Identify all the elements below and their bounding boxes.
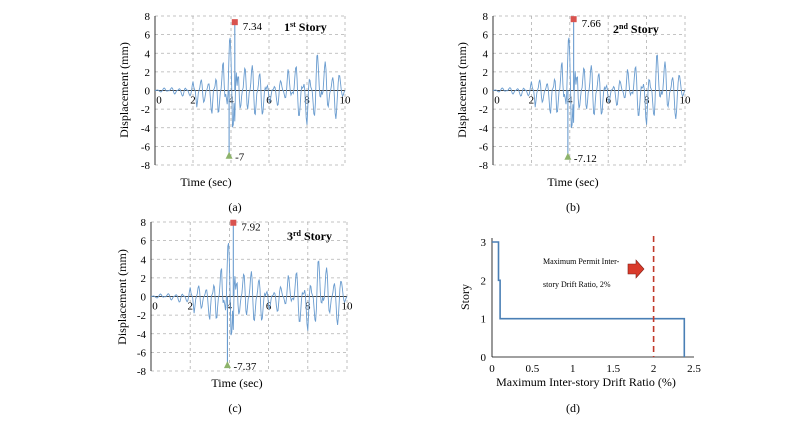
panel-label-d: (d) (566, 401, 580, 415)
xlabel-b: Time (sec) (547, 175, 598, 189)
y-tick-label: 8 (145, 11, 151, 23)
xlabel-c: Time (sec) (211, 376, 262, 390)
x-tick-label: 8 (644, 95, 650, 107)
min-marker (223, 361, 231, 369)
arrow-right-icon (627, 259, 645, 279)
x-tick-label: 0 (152, 301, 158, 313)
y-tick-label: 8 (141, 217, 147, 229)
x-tick-label: 10 (342, 301, 354, 313)
max-marker (570, 16, 577, 23)
max-marker (230, 219, 237, 226)
plot-area-d: 3 2 1 00 0.5 1 1.5 2 2.5 (481, 236, 701, 375)
panel-label-c: (c) (228, 401, 241, 415)
x-tick-label: 4 (567, 95, 573, 107)
y-tick-label: 4 (145, 48, 151, 60)
x-tick-label: 10 (680, 95, 692, 107)
x-tick-label: 0 (494, 95, 500, 107)
x-tick-label: 0 (156, 95, 162, 107)
min-label: -7.37 (233, 361, 256, 373)
max-label: 7.66 (582, 18, 602, 30)
y-tick-label: 6 (145, 30, 151, 42)
xlabel-d: Maximum Inter-story Drift Ratio (%) (496, 375, 676, 389)
y-tick-label: -8 (479, 160, 489, 172)
y-tick-label: -6 (141, 141, 151, 153)
max-marker (231, 19, 238, 26)
min-marker (564, 152, 572, 160)
y-tick-label: 0 (483, 86, 489, 98)
y-tick-label: 3 (481, 237, 487, 249)
y-tick-label: 4 (141, 254, 147, 266)
y-tick-label: -2 (137, 310, 146, 322)
min-label: -7 (235, 152, 245, 164)
y-tick-label: 1 (481, 314, 487, 326)
x-tick-label: 2 (190, 95, 196, 107)
y-tick-label: -2 (141, 104, 150, 116)
y-tick-label: 0 (481, 352, 487, 364)
x-tick-label: 2 (529, 95, 535, 107)
min-marker (225, 151, 233, 159)
y-tick-label: -6 (479, 141, 489, 153)
y-tick-label: -8 (137, 366, 147, 378)
story-label-c: 3rd Story (287, 229, 332, 243)
ylabel-a: Displacement (mm) (117, 42, 131, 138)
limit-label-line-2: story Drift Ratio, 2% (543, 280, 611, 289)
x-tick-label: 2 (651, 363, 657, 375)
y-tick-label: 4 (483, 48, 489, 60)
y-tick-label: 2 (141, 273, 147, 285)
y-tick-label: -8 (141, 160, 151, 172)
y-tick-label: -6 (137, 347, 147, 359)
y-tick-label: -2 (479, 104, 488, 116)
series-line (150, 242, 348, 336)
story-label-b: 2nd Story (613, 22, 659, 36)
x-tick-label: 10 (340, 95, 352, 107)
panel-d: 3 2 1 00 0.5 1 1.5 2 2.5 Maximum Inter-story Dri… (458, 236, 701, 415)
x-tick-label: 0 (489, 363, 495, 375)
story-label-a: 1st Story (284, 20, 327, 34)
x-tick-label: 8 (304, 95, 310, 107)
y-tick-label: 6 (141, 236, 147, 248)
y-tick-label: -4 (479, 123, 489, 135)
ylabel-b: Displacement (mm) (455, 42, 469, 138)
y-tick-label: 8 (483, 11, 489, 23)
x-tick-label: 4 (227, 301, 233, 313)
limit-label-line-1: Maximum Permit Inter- (543, 257, 620, 266)
y-tick-label: -4 (137, 329, 147, 341)
y-tick-label: 2 (481, 275, 487, 287)
x-tick-label: 8 (305, 301, 311, 313)
x-tick-label: 0.5 (526, 363, 540, 375)
xlabel-a: Time (sec) (180, 175, 231, 189)
y-tick-label: 6 (483, 30, 489, 42)
y-tick-label: 0 (141, 292, 147, 304)
max-label: 7.34 (243, 21, 263, 33)
panel-label-a: (a) (228, 200, 241, 214)
min-label: -7.12 (574, 153, 597, 165)
x-tick-label: 1.5 (606, 363, 620, 375)
y-tick-label: 0 (145, 86, 151, 98)
drift-profile-line (492, 241, 686, 357)
series-line (154, 37, 346, 128)
ylabel-d: Story (458, 284, 472, 310)
max-label: 7.92 (241, 222, 260, 234)
y-tick-label: 2 (483, 67, 489, 79)
x-tick-label: 2.5 (687, 363, 701, 375)
x-tick-label: 2 (187, 301, 193, 313)
ylabel-c: Displacement (mm) (115, 249, 129, 345)
x-tick-label: 4 (228, 95, 234, 107)
panel-label-b: (b) (566, 200, 580, 214)
series-line (492, 37, 686, 129)
y-tick-label: 2 (145, 67, 151, 79)
x-tick-label: 1 (570, 363, 576, 375)
y-tick-label: -4 (141, 123, 151, 135)
